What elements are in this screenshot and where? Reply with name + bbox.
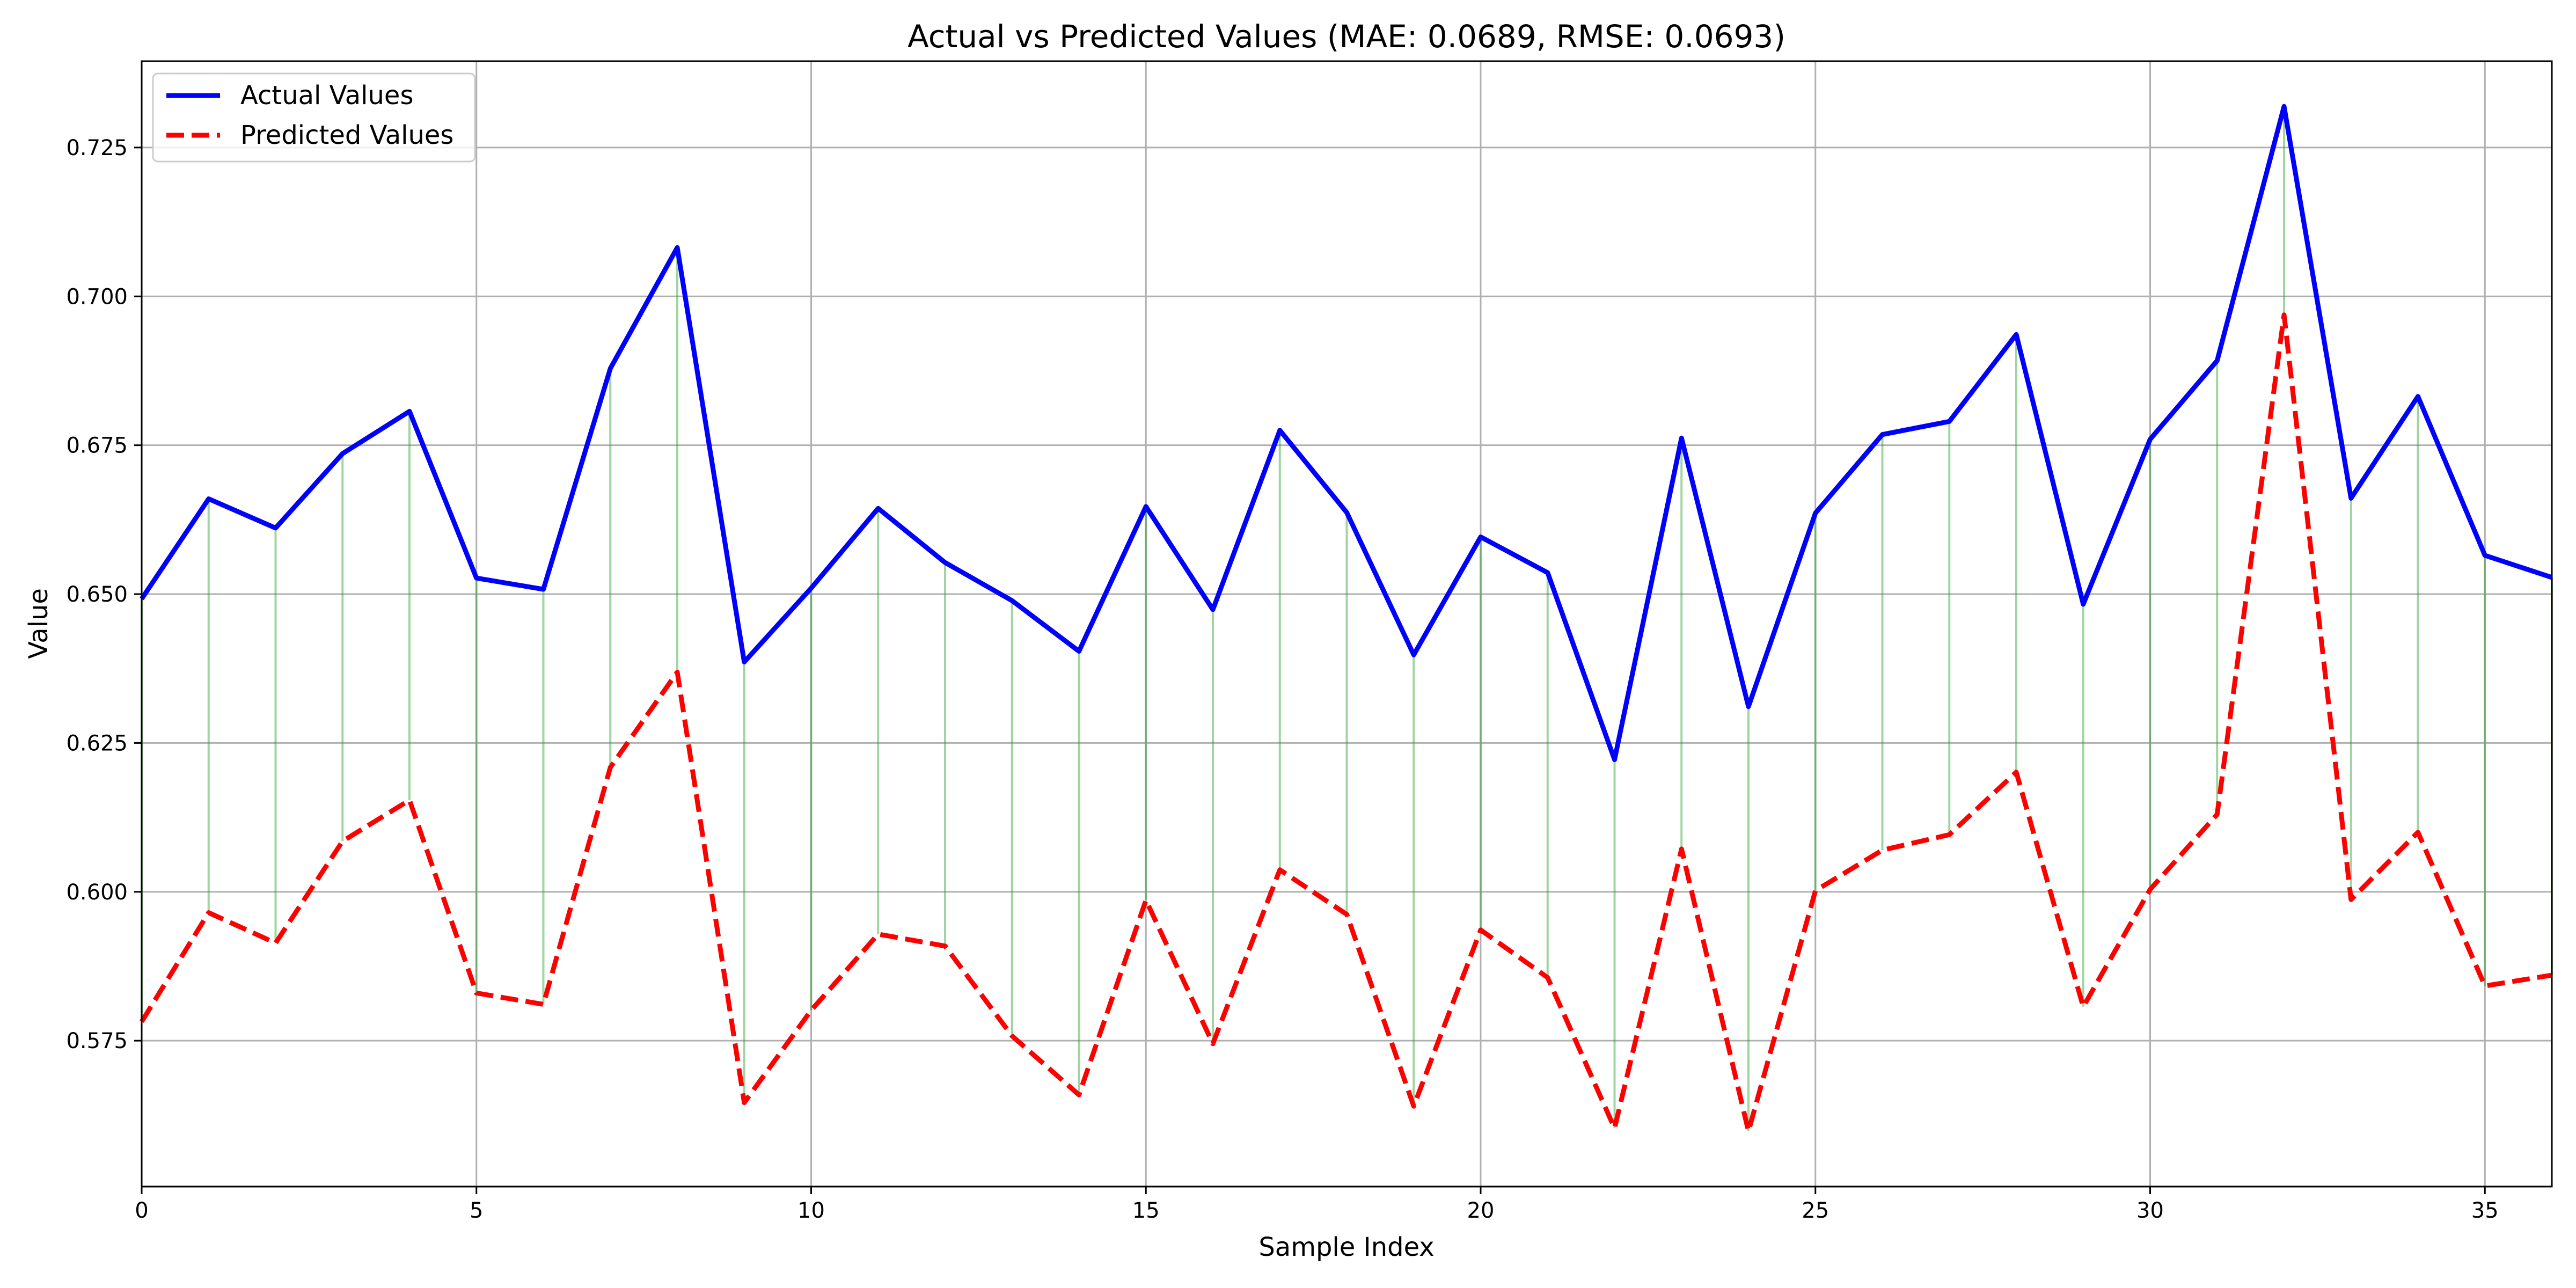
y-tick-label: 0.650 bbox=[66, 582, 128, 607]
series-line-actual bbox=[140, 104, 2553, 762]
legend-box bbox=[152, 72, 476, 163]
x-tick-label: 10 bbox=[797, 1198, 825, 1223]
plot-frame bbox=[141, 60, 2553, 1188]
legend: Actual Values Predicted Values bbox=[152, 72, 476, 163]
x-tick-label: 5 bbox=[470, 1198, 483, 1223]
legend-label-predicted: Predicted Values bbox=[240, 120, 453, 150]
legend-label-actual: Actual Values bbox=[240, 80, 413, 111]
y-tick-label: 0.675 bbox=[66, 434, 128, 458]
x-tick-label: 25 bbox=[1802, 1198, 1829, 1223]
x-tick-label: 0 bbox=[135, 1198, 148, 1223]
x-tick-label: 20 bbox=[1467, 1198, 1495, 1223]
residual-lines bbox=[141, 106, 2553, 1131]
x-tick-label: 35 bbox=[2471, 1198, 2499, 1223]
chart-title: Actual vs Predicted Values (MAE: 0.0689,… bbox=[908, 18, 1785, 55]
series-line-predicted bbox=[140, 312, 2552, 1134]
x-tick-label: 30 bbox=[2136, 1198, 2164, 1223]
x-tick-label: 15 bbox=[1132, 1198, 1160, 1223]
y-tick-label: 0.600 bbox=[66, 880, 128, 905]
y-axis-ticks: 0.575 0.600 0.625 0.650 0.675 0.700 0.725 bbox=[66, 136, 142, 1053]
y-tick-label: 0.625 bbox=[66, 731, 128, 756]
y-tick-label: 0.575 bbox=[66, 1029, 128, 1053]
x-axis-label: Sample Index bbox=[1258, 1232, 1434, 1262]
y-tick-label: 0.725 bbox=[66, 136, 128, 160]
y-tick-label: 0.700 bbox=[66, 284, 128, 309]
series-lines bbox=[140, 104, 2553, 1134]
x-axis-ticks: 0 5 10 15 20 25 30 35 bbox=[135, 1187, 2499, 1223]
y-axis-label: Value bbox=[24, 588, 54, 659]
